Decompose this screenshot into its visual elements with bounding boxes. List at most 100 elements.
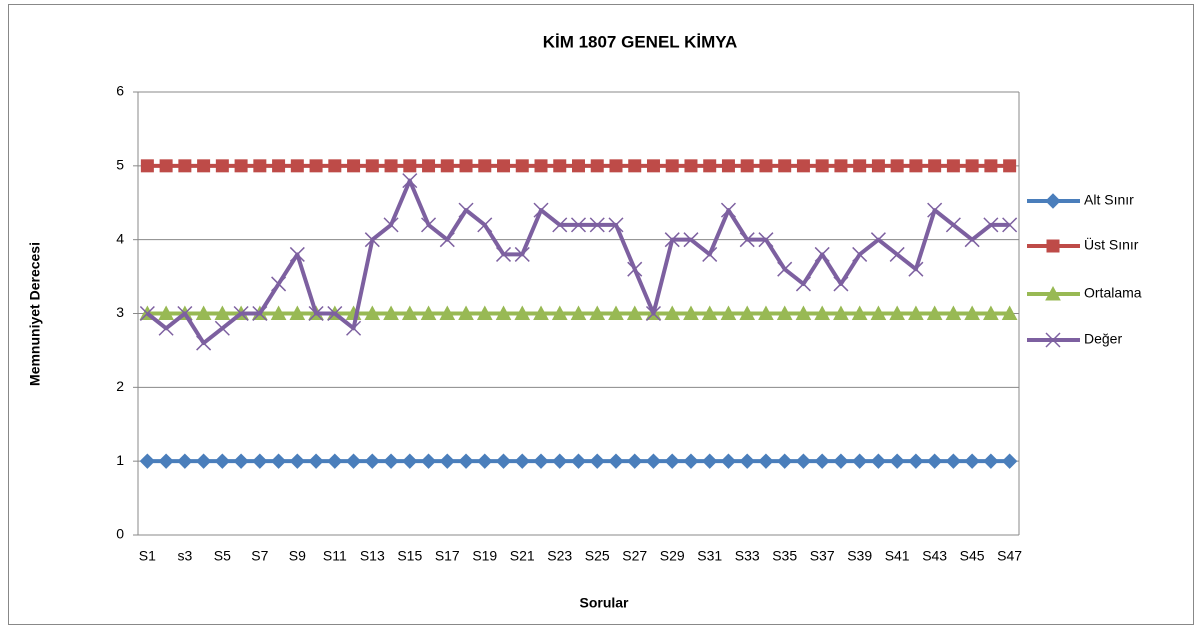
marker xyxy=(384,159,398,173)
x-tick-label: S11 xyxy=(323,548,347,564)
marker xyxy=(608,217,624,233)
marker xyxy=(908,453,924,469)
marker xyxy=(252,305,268,322)
marker xyxy=(739,453,755,469)
y-tick-label: 2 xyxy=(116,378,124,394)
marker xyxy=(945,305,962,320)
marker xyxy=(1001,453,1018,469)
marker xyxy=(720,202,736,218)
marker xyxy=(197,159,211,173)
marker xyxy=(720,305,737,320)
marker xyxy=(553,159,567,173)
marker xyxy=(664,453,680,469)
marker xyxy=(533,453,549,469)
marker xyxy=(234,159,248,173)
marker xyxy=(608,453,624,469)
marker xyxy=(889,453,905,469)
marker xyxy=(701,305,718,320)
marker xyxy=(703,159,717,173)
marker xyxy=(570,217,587,233)
marker xyxy=(814,453,830,469)
marker xyxy=(702,246,718,262)
marker xyxy=(439,232,455,248)
marker xyxy=(327,305,343,322)
marker xyxy=(252,453,268,469)
marker xyxy=(272,159,286,173)
y-tick-label: 3 xyxy=(116,304,124,320)
marker xyxy=(458,305,474,320)
y-tick-label: 6 xyxy=(116,83,124,99)
y-tick-label: 1 xyxy=(116,452,124,468)
marker xyxy=(402,453,418,469)
x-tick-label: S15 xyxy=(397,548,422,564)
marker xyxy=(196,335,212,351)
marker xyxy=(908,305,924,320)
marker xyxy=(551,305,568,320)
marker xyxy=(683,305,699,320)
marker xyxy=(572,159,585,173)
marker xyxy=(477,217,493,233)
marker xyxy=(195,305,212,320)
marker xyxy=(945,453,962,469)
marker xyxy=(233,305,249,322)
marker xyxy=(683,453,699,469)
marker xyxy=(795,276,811,292)
marker xyxy=(589,453,605,469)
marker xyxy=(759,159,773,173)
marker xyxy=(852,246,868,262)
marker xyxy=(626,305,643,320)
marker xyxy=(159,159,173,173)
marker xyxy=(233,453,249,469)
marker xyxy=(458,202,474,218)
marker xyxy=(964,305,980,320)
x-tick-label: S47 xyxy=(997,548,1022,564)
marker xyxy=(308,453,324,469)
marker xyxy=(889,305,905,320)
marker xyxy=(589,305,606,320)
marker xyxy=(796,159,810,173)
marker xyxy=(345,453,362,469)
x-tick-label: S29 xyxy=(660,548,685,564)
marker xyxy=(589,217,605,233)
legend-marker xyxy=(1045,332,1061,348)
marker xyxy=(777,261,793,277)
marker xyxy=(346,320,362,336)
marker xyxy=(534,159,548,173)
x-tick-label: S23 xyxy=(547,548,572,564)
chart-title: KİM 1807 GENEL KİMYA xyxy=(543,32,738,51)
marker xyxy=(814,246,830,262)
marker xyxy=(664,305,681,320)
marker xyxy=(946,159,960,173)
x-tick-label: S31 xyxy=(697,548,722,564)
x-tick-label: S9 xyxy=(289,548,306,564)
marker xyxy=(515,159,529,173)
marker xyxy=(870,453,887,469)
marker xyxy=(420,453,437,469)
marker xyxy=(459,159,473,173)
marker xyxy=(964,232,980,248)
marker xyxy=(178,159,192,173)
marker xyxy=(495,453,512,469)
marker xyxy=(533,305,549,320)
marker xyxy=(458,453,474,469)
marker xyxy=(214,320,230,336)
marker xyxy=(721,159,735,173)
marker xyxy=(497,159,511,173)
marker xyxy=(383,305,399,320)
marker xyxy=(740,159,754,173)
marker xyxy=(440,159,454,173)
marker xyxy=(908,261,924,277)
marker xyxy=(984,159,998,173)
marker xyxy=(683,232,699,248)
marker xyxy=(439,453,455,469)
marker xyxy=(195,453,212,469)
marker xyxy=(476,305,493,320)
marker xyxy=(834,159,848,173)
marker xyxy=(889,246,905,262)
marker xyxy=(853,159,867,173)
marker xyxy=(290,159,304,173)
marker xyxy=(271,276,287,292)
marker xyxy=(514,246,530,262)
x-tick-label: S37 xyxy=(810,548,835,564)
